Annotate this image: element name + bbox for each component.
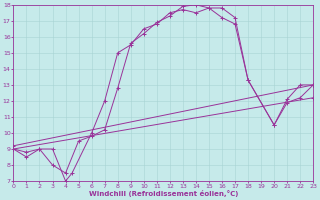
X-axis label: Windchill (Refroidissement éolien,°C): Windchill (Refroidissement éolien,°C) (89, 190, 238, 197)
